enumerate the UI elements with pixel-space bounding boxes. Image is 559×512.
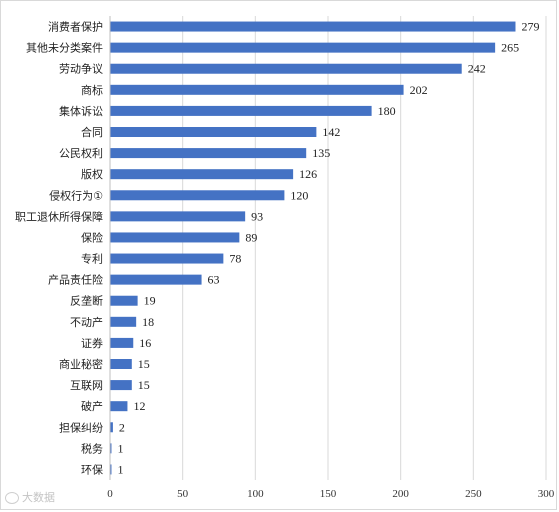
category-label-15: 证券 bbox=[81, 336, 103, 350]
bar-13 bbox=[110, 295, 138, 306]
value-label-10: 89 bbox=[245, 230, 257, 244]
category-label-13: 反垄断 bbox=[70, 294, 103, 308]
category-label-10: 保险 bbox=[81, 230, 103, 244]
bar-7 bbox=[110, 169, 294, 180]
value-label-18: 12 bbox=[133, 399, 145, 413]
bar-16 bbox=[110, 359, 132, 369]
bar-3 bbox=[110, 84, 404, 95]
category-label-14: 不动产 bbox=[70, 315, 103, 329]
bar-20 bbox=[110, 443, 112, 454]
category-label-5: 合同 bbox=[81, 125, 103, 139]
category-label-8: 侵权行为① bbox=[49, 189, 103, 202]
value-label-14: 18 bbox=[142, 315, 154, 329]
bar-4 bbox=[110, 105, 372, 116]
wechat-icon bbox=[5, 492, 19, 504]
value-label-16: 15 bbox=[138, 357, 150, 371]
value-label-9: 93 bbox=[251, 209, 263, 223]
bar-12 bbox=[110, 274, 202, 285]
category-label-6: 公民权利 bbox=[59, 147, 103, 160]
value-label-13: 19 bbox=[144, 294, 156, 308]
value-label-8: 120 bbox=[290, 188, 308, 202]
bar-6 bbox=[110, 148, 307, 159]
x-tick-label-300: 300 bbox=[538, 488, 555, 500]
category-label-3: 商标 bbox=[81, 83, 103, 97]
bar-5 bbox=[110, 127, 317, 137]
category-label-2: 劳动争议 bbox=[59, 62, 103, 76]
value-label-20: 1 bbox=[117, 441, 123, 455]
bar-17 bbox=[110, 380, 132, 391]
value-label-11: 78 bbox=[229, 252, 241, 266]
category-label-21: 环保 bbox=[81, 462, 103, 476]
x-tick-label-200: 200 bbox=[392, 488, 409, 500]
category-label-1: 其他未分类案件 bbox=[26, 41, 103, 55]
watermark-text: 大数据 bbox=[22, 491, 55, 504]
bar-19 bbox=[110, 422, 113, 433]
bar-10 bbox=[110, 232, 240, 243]
bar-14 bbox=[110, 316, 137, 327]
bar-2 bbox=[110, 63, 462, 74]
bar-0 bbox=[110, 21, 516, 32]
value-label-3: 202 bbox=[410, 83, 428, 97]
category-label-18: 破产 bbox=[81, 399, 103, 413]
x-tick-label-100: 100 bbox=[247, 488, 264, 500]
value-label-21: 1 bbox=[117, 462, 123, 476]
category-label-7: 版权 bbox=[81, 167, 103, 181]
bar-8 bbox=[110, 190, 285, 201]
category-label-16: 商业秘密 bbox=[59, 357, 103, 371]
category-label-4: 集体诉讼 bbox=[59, 104, 103, 118]
bar-9 bbox=[110, 211, 246, 222]
x-tick-label-150: 150 bbox=[320, 488, 337, 500]
value-label-7: 126 bbox=[299, 167, 317, 181]
value-label-6: 135 bbox=[312, 146, 330, 160]
category-label-0: 消费者保护 bbox=[48, 20, 103, 34]
value-label-1: 265 bbox=[501, 41, 519, 55]
bar-1 bbox=[110, 42, 496, 53]
category-label-19: 担保纠纷 bbox=[59, 420, 103, 434]
value-label-2: 242 bbox=[468, 62, 486, 76]
category-label-11: 专利 bbox=[81, 252, 103, 266]
bar-18 bbox=[110, 401, 128, 412]
value-label-5: 142 bbox=[322, 125, 340, 139]
value-label-17: 15 bbox=[138, 378, 150, 392]
category-label-17: 互联网 bbox=[70, 379, 103, 392]
value-label-15: 16 bbox=[139, 336, 151, 350]
category-label-20: 税务 bbox=[81, 441, 103, 455]
bar-11 bbox=[110, 253, 224, 264]
category-label-12: 产品责任险 bbox=[48, 273, 103, 287]
value-label-19: 2 bbox=[119, 420, 125, 434]
x-tick-label-50: 50 bbox=[177, 488, 189, 500]
watermark: 大数据 bbox=[5, 489, 55, 505]
category-label-9: 职工退休所得保障 bbox=[15, 209, 103, 223]
value-label-12: 63 bbox=[208, 273, 220, 287]
value-label-4: 180 bbox=[378, 104, 396, 118]
x-tick-label-0: 0 bbox=[107, 488, 113, 500]
bar-21 bbox=[110, 464, 112, 475]
x-tick-label-250: 250 bbox=[465, 488, 482, 500]
value-label-0: 279 bbox=[521, 20, 539, 34]
bar-15 bbox=[110, 337, 134, 348]
